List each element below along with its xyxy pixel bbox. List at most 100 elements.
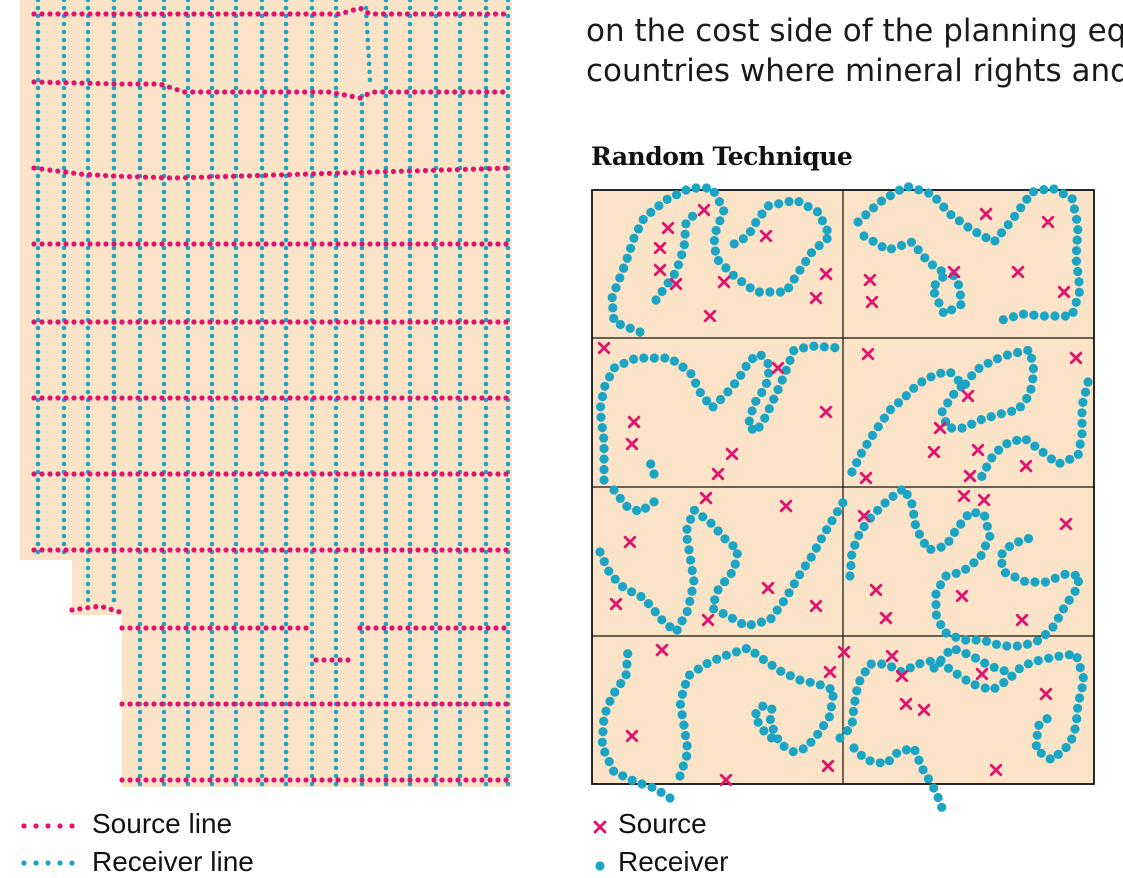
receiver-point [137, 645, 143, 651]
receiver-point [600, 381, 610, 391]
receiver-point [333, 773, 339, 779]
receiver-point [283, 29, 289, 35]
receiver-point [599, 475, 609, 485]
receiver-point [209, 677, 215, 683]
receiver-point [283, 709, 289, 715]
receiver-point [233, 325, 239, 331]
receiver-point [209, 181, 215, 187]
receiver-point [283, 445, 289, 451]
receiver-point [185, 525, 191, 531]
receiver-point [209, 453, 215, 459]
receiver-point [1039, 185, 1049, 195]
receiver-point [947, 305, 957, 315]
receiver-point [161, 109, 167, 115]
receiver-point [161, 45, 167, 51]
receiver-point [283, 301, 289, 307]
receiver-point [777, 375, 787, 385]
receiver-point [901, 391, 911, 401]
receiver-point [85, 357, 91, 363]
receiver-point [720, 534, 730, 544]
receiver-point [185, 189, 191, 195]
receiver-point [185, 509, 191, 515]
receiver-point [956, 300, 966, 310]
receiver-point [283, 341, 289, 347]
receiver-point [855, 676, 865, 686]
receiver-point [35, 309, 41, 315]
receiver-point [233, 509, 239, 515]
receiver-point [137, 629, 143, 635]
receiver-point [209, 213, 215, 219]
receiver-point [259, 669, 265, 675]
survey-area [20, 0, 512, 787]
receiver-point [61, 45, 67, 51]
receiver-point [61, 453, 67, 459]
receiver-point [980, 683, 990, 693]
receiver-point [137, 205, 143, 211]
receiver-point [161, 77, 167, 83]
receiver-point [627, 775, 637, 785]
receiver-point [623, 649, 633, 659]
receiver-point [828, 691, 838, 701]
receiver-point [111, 341, 117, 347]
receiver-point [185, 765, 191, 771]
receiver-point [1067, 734, 1077, 744]
receiver-point [906, 237, 917, 247]
receiver-point [333, 157, 339, 163]
receiver-point [638, 214, 648, 225]
receiver-point [35, 117, 41, 123]
receiver-point [137, 669, 143, 675]
receiver-point [283, 469, 289, 475]
receiver-point [85, 501, 91, 507]
receiver-point [209, 37, 215, 43]
receiver-point [657, 286, 667, 297]
receiver-point [161, 645, 167, 651]
receiver-point [137, 381, 143, 387]
receiver-point [657, 615, 667, 625]
receiver-point [137, 781, 143, 787]
receiver-point [309, 285, 315, 291]
receiver-point [359, 421, 365, 427]
receiver-point [333, 229, 339, 235]
receiver-point [233, 429, 239, 435]
receiver-point [283, 61, 289, 67]
receiver-point [85, 261, 91, 267]
receiver-point [233, 653, 239, 659]
receiver-point [185, 341, 191, 347]
receiver-point [209, 373, 215, 379]
receiver-point [161, 685, 167, 691]
receiver-point [137, 421, 143, 427]
receiver-point [597, 737, 607, 747]
receiver-point [359, 373, 365, 379]
receiver-point [1032, 636, 1043, 646]
receiver-point [111, 453, 117, 459]
receiver-point [682, 534, 692, 545]
receiver-point [1012, 641, 1022, 651]
receiver-point [980, 511, 990, 521]
receiver-point [259, 501, 265, 507]
receiver-point [209, 61, 215, 67]
receiver-point [161, 181, 167, 187]
receiver-point [868, 236, 878, 246]
receiver-point [209, 117, 215, 123]
receiver-point [85, 389, 91, 395]
receiver-point [161, 509, 167, 515]
receiver-point [61, 501, 67, 507]
receiver-point [85, 581, 91, 587]
receiver-point [359, 309, 365, 315]
receiver-point [309, 749, 315, 755]
receiver-point [209, 493, 215, 499]
receiver-point [283, 653, 289, 659]
receiver-point [185, 37, 191, 43]
receiver-point [185, 69, 191, 75]
receiver-point [209, 125, 215, 131]
receiver-point [85, 229, 91, 235]
receiver-point [309, 613, 315, 619]
receiver-point [161, 709, 167, 715]
receiver-point [209, 405, 215, 411]
receiver-point [137, 533, 143, 539]
receiver-point [359, 365, 365, 371]
receiver-point [309, 637, 315, 643]
receiver-point [137, 573, 143, 579]
receiver-point [359, 429, 365, 435]
